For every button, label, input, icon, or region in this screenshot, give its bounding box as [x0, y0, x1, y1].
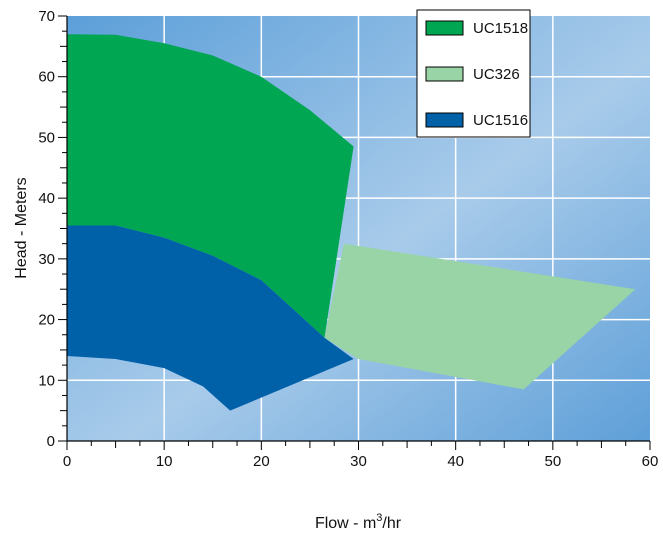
- y-tick-label: 70: [38, 8, 55, 25]
- y-tick-label: 20: [38, 312, 55, 329]
- series-region-uc1516: [67, 225, 354, 411]
- y-tick-label: 0: [47, 433, 55, 450]
- legend-label-uc326: UC326: [473, 66, 520, 83]
- series-region-uc326: [324, 243, 636, 390]
- y-tick-label: 40: [38, 190, 55, 207]
- y-axis-title: Head - Meters: [13, 177, 30, 278]
- legend-swatch-uc1516: [425, 112, 464, 128]
- legend-label-uc1518: UC1518: [473, 20, 528, 37]
- legend-swatch-uc326: [425, 66, 464, 82]
- legend-label-uc1516: UC1516: [473, 112, 528, 129]
- x-tick-label: 30: [350, 453, 367, 470]
- series-region-uc1518: [67, 34, 354, 338]
- y-tick-label: 10: [38, 372, 55, 389]
- y-tick-label: 50: [38, 129, 55, 146]
- x-tick-label: 20: [253, 453, 270, 470]
- legend: UC1518 UC326 UC1516: [416, 9, 531, 138]
- x-tick-label: 0: [63, 453, 71, 470]
- axes: 0 10 20 30 40 50 60 0 10 20 30 40 50 60 70: [38, 8, 658, 470]
- series-layer: [67, 34, 636, 411]
- y-tick-label: 30: [38, 251, 55, 268]
- legend-swatch-uc1518: [425, 20, 464, 36]
- y-tick-label: 60: [38, 69, 55, 86]
- x-axis-title: Flow - m3/hr: [315, 512, 402, 532]
- x-tick-label: 50: [544, 453, 561, 470]
- x-tick-label: 40: [447, 453, 464, 470]
- x-tick-label: 10: [156, 453, 173, 470]
- x-tick-label: 60: [642, 453, 659, 470]
